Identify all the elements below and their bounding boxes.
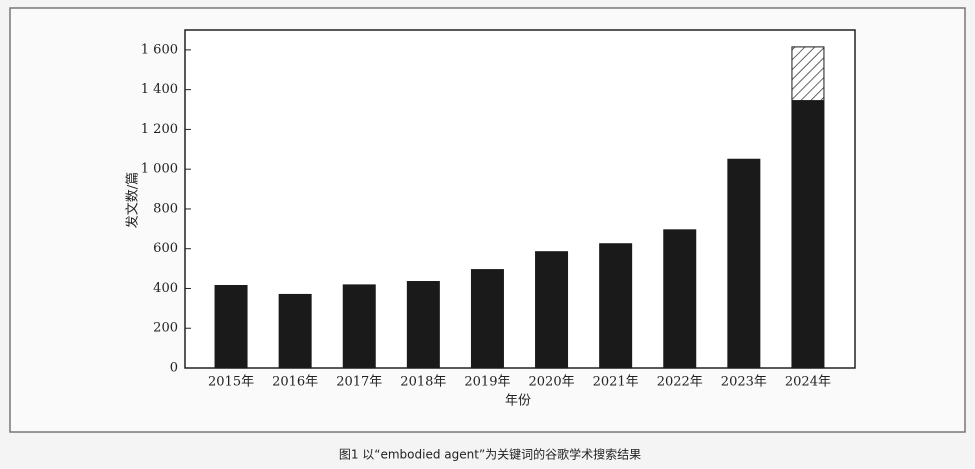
y-tick-label: 600 <box>153 241 178 256</box>
bar <box>663 229 697 369</box>
bar <box>599 243 633 369</box>
bar <box>406 281 440 369</box>
bar <box>470 269 504 369</box>
x-tick-label: 2020年 <box>529 375 575 390</box>
x-tick-label: 2023年 <box>721 375 767 390</box>
y-axis-label: 发文数/篇 <box>125 172 141 228</box>
bar <box>791 46 825 102</box>
bar <box>342 284 376 369</box>
y-tick-label: 400 <box>153 281 178 296</box>
y-tick-label: 200 <box>153 321 178 336</box>
caption: 图1 以“embodied agent”为关键词的谷歌学术搜索结果 <box>339 447 641 462</box>
x-tick-label: 2024年 <box>785 375 831 390</box>
x-tick-label: 2015年 <box>208 375 254 390</box>
y-tick-label: 1 600 <box>141 42 178 57</box>
y-tick-label: 0 <box>170 361 178 376</box>
y-tick-label: 1 200 <box>141 122 178 137</box>
y-tick-label: 1 000 <box>141 162 178 177</box>
bar <box>791 100 825 369</box>
x-tick-label: 2017年 <box>336 375 382 390</box>
bar <box>278 293 312 369</box>
bar <box>727 158 761 369</box>
x-tick-label: 2021年 <box>593 375 639 390</box>
x-tick-label: 2016年 <box>272 375 318 390</box>
bar <box>214 284 248 369</box>
x-axis-label: 年份 <box>505 394 531 409</box>
bar <box>535 251 569 369</box>
x-tick-label: 2019年 <box>464 375 510 390</box>
y-tick-label: 1 400 <box>141 82 178 97</box>
x-tick-label: 2022年 <box>657 375 703 390</box>
y-tick-label: 800 <box>153 201 178 216</box>
x-tick-label: 2018年 <box>400 375 446 390</box>
